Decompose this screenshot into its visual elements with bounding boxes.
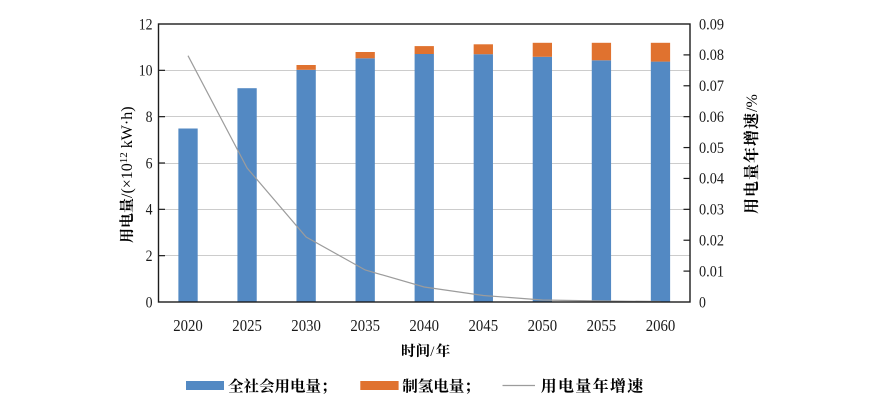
svg-text:2: 2 — [146, 248, 153, 265]
svg-text:0.02: 0.02 — [699, 233, 724, 250]
svg-text:2025: 2025 — [232, 316, 262, 335]
svg-text:/(×1012 kW·h): /(×1012 kW·h) — [118, 106, 136, 198]
svg-text:0.07: 0.07 — [699, 78, 724, 95]
svg-text:0.08: 0.08 — [699, 47, 724, 64]
svg-text:2030: 2030 — [291, 316, 321, 335]
svg-text:/: / — [430, 344, 435, 360]
svg-text:10: 10 — [139, 63, 153, 80]
svg-text:0.06: 0.06 — [699, 109, 724, 126]
svg-text:2040: 2040 — [409, 316, 439, 335]
svg-text:0: 0 — [699, 294, 706, 311]
svg-text:2055: 2055 — [587, 316, 617, 335]
svg-text:12: 12 — [139, 16, 153, 33]
svg-text:2020: 2020 — [173, 316, 203, 335]
svg-text:8: 8 — [146, 109, 153, 126]
svg-text:2050: 2050 — [528, 316, 558, 335]
svg-text:4: 4 — [146, 202, 153, 219]
svg-text:0: 0 — [146, 294, 153, 311]
svg-text:0.04: 0.04 — [699, 171, 724, 188]
svg-text:2060: 2060 — [646, 316, 676, 335]
svg-text:0.01: 0.01 — [699, 263, 724, 280]
svg-text:0.09: 0.09 — [699, 16, 724, 33]
svg-text:/%: /% — [744, 94, 761, 112]
svg-text:2035: 2035 — [350, 316, 380, 335]
svg-text:2045: 2045 — [469, 316, 499, 335]
svg-text:0.05: 0.05 — [699, 140, 724, 157]
svg-text:0.03: 0.03 — [699, 202, 724, 219]
svg-text:6: 6 — [146, 155, 153, 172]
